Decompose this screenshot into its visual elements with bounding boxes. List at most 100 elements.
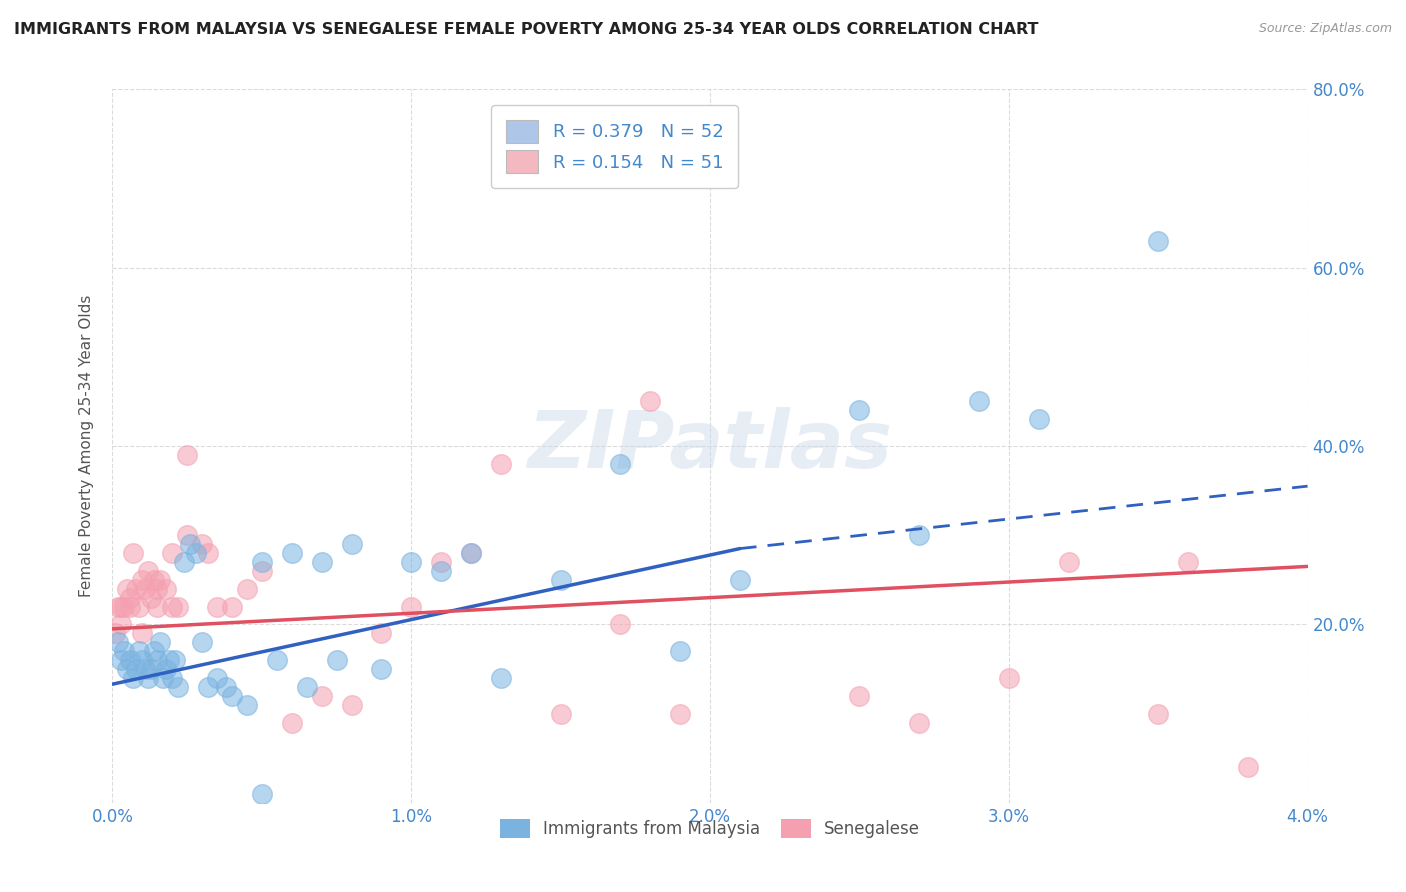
Y-axis label: Female Poverty Among 25-34 Year Olds: Female Poverty Among 25-34 Year Olds [79, 295, 94, 597]
Senegalese [134, 582, 156, 596]
Senegalese [138, 564, 160, 578]
Senegalese [114, 599, 135, 614]
Senegalese [167, 599, 190, 614]
Immigrants from Malaysia [311, 555, 333, 569]
Immigrants from Malaysia [117, 662, 139, 676]
Senegalese [281, 715, 304, 730]
Senegalese [131, 573, 153, 587]
Immigrants from Malaysia [221, 689, 243, 703]
Senegalese [1057, 555, 1080, 569]
Immigrants from Malaysia [107, 635, 129, 649]
Senegalese [609, 617, 631, 632]
Immigrants from Malaysia [110, 653, 132, 667]
Senegalese [128, 599, 150, 614]
Senegalese [205, 599, 228, 614]
Senegalese [104, 626, 127, 640]
Immigrants from Malaysia [370, 662, 392, 676]
Immigrants from Malaysia [191, 635, 214, 649]
Immigrants from Malaysia [157, 653, 180, 667]
Senegalese [107, 599, 129, 614]
Senegalese [1147, 706, 1170, 721]
Immigrants from Malaysia [152, 671, 174, 685]
Senegalese [908, 715, 931, 730]
Immigrants from Malaysia [162, 671, 183, 685]
Text: ZIPatlas: ZIPatlas [527, 407, 893, 485]
Immigrants from Malaysia [430, 564, 453, 578]
Legend: Immigrants from Malaysia, Senegalese: Immigrants from Malaysia, Senegalese [494, 812, 927, 845]
Immigrants from Malaysia [236, 698, 259, 712]
Senegalese [141, 591, 163, 605]
Senegalese [162, 599, 183, 614]
Senegalese [550, 706, 572, 721]
Senegalese [250, 564, 273, 578]
Immigrants from Malaysia [138, 671, 160, 685]
Immigrants from Malaysia [134, 662, 156, 676]
Immigrants from Malaysia [967, 394, 990, 409]
Senegalese [155, 582, 177, 596]
Senegalese [120, 599, 142, 614]
Senegalese [640, 394, 662, 409]
Immigrants from Malaysia [155, 662, 177, 676]
Immigrants from Malaysia [669, 644, 692, 658]
Senegalese [401, 599, 423, 614]
Immigrants from Malaysia [728, 573, 751, 587]
Immigrants from Malaysia [149, 635, 172, 649]
Immigrants from Malaysia [1028, 412, 1050, 426]
Senegalese [998, 671, 1021, 685]
Immigrants from Malaysia [122, 671, 145, 685]
Senegalese [848, 689, 870, 703]
Immigrants from Malaysia [215, 680, 238, 694]
Immigrants from Malaysia [250, 555, 273, 569]
Immigrants from Malaysia [281, 546, 304, 560]
Immigrants from Malaysia [197, 680, 219, 694]
Immigrants from Malaysia [550, 573, 572, 587]
Senegalese [110, 617, 132, 632]
Text: Source: ZipAtlas.com: Source: ZipAtlas.com [1258, 22, 1392, 36]
Senegalese [122, 546, 145, 560]
Senegalese [370, 626, 392, 640]
Immigrants from Malaysia [1147, 234, 1170, 248]
Immigrants from Malaysia [165, 653, 187, 667]
Immigrants from Malaysia [128, 644, 150, 658]
Immigrants from Malaysia [489, 671, 512, 685]
Senegalese [125, 582, 148, 596]
Immigrants from Malaysia [848, 403, 870, 417]
Immigrants from Malaysia [173, 555, 195, 569]
Immigrants from Malaysia [325, 653, 347, 667]
Immigrants from Malaysia [205, 671, 228, 685]
Senegalese [1177, 555, 1199, 569]
Immigrants from Malaysia [908, 528, 931, 542]
Senegalese [460, 546, 482, 560]
Immigrants from Malaysia [146, 653, 169, 667]
Immigrants from Malaysia [141, 662, 163, 676]
Immigrants from Malaysia [609, 457, 631, 471]
Immigrants from Malaysia [250, 787, 273, 801]
Senegalese [221, 599, 243, 614]
Senegalese [120, 591, 142, 605]
Senegalese [149, 573, 172, 587]
Immigrants from Malaysia [167, 680, 190, 694]
Immigrants from Malaysia [125, 662, 148, 676]
Senegalese [131, 626, 153, 640]
Senegalese [197, 546, 219, 560]
Immigrants from Malaysia [186, 546, 208, 560]
Senegalese [669, 706, 692, 721]
Senegalese [191, 537, 214, 551]
Senegalese [146, 582, 169, 596]
Senegalese [489, 457, 512, 471]
Immigrants from Malaysia [295, 680, 318, 694]
Text: IMMIGRANTS FROM MALAYSIA VS SENEGALESE FEMALE POVERTY AMONG 25-34 YEAR OLDS CORR: IMMIGRANTS FROM MALAYSIA VS SENEGALESE F… [14, 22, 1039, 37]
Senegalese [146, 599, 169, 614]
Immigrants from Malaysia [131, 653, 153, 667]
Immigrants from Malaysia [401, 555, 423, 569]
Senegalese [1237, 760, 1260, 774]
Immigrants from Malaysia [120, 653, 142, 667]
Senegalese [162, 546, 183, 560]
Senegalese [117, 582, 139, 596]
Senegalese [176, 448, 198, 462]
Immigrants from Malaysia [340, 537, 363, 551]
Immigrants from Malaysia [179, 537, 201, 551]
Senegalese [430, 555, 453, 569]
Immigrants from Malaysia [460, 546, 482, 560]
Senegalese [311, 689, 333, 703]
